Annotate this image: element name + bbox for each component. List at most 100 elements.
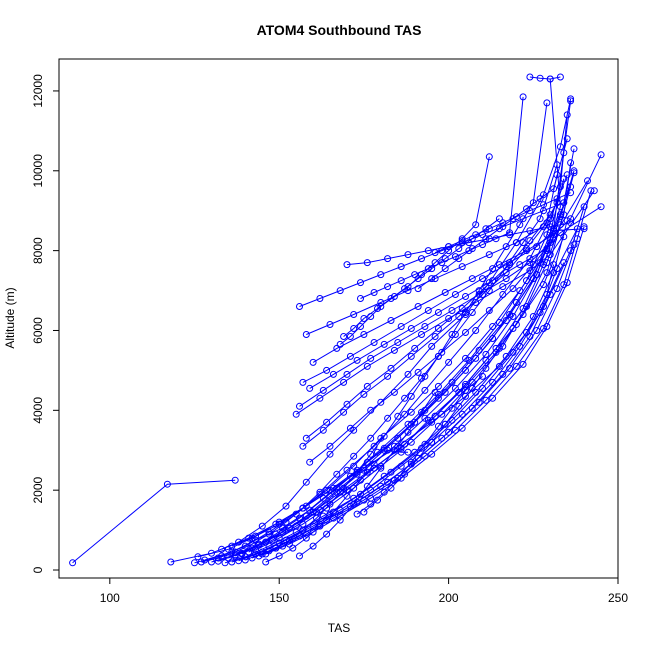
data-point	[414, 285, 422, 293]
data-point	[556, 183, 564, 191]
data-point	[390, 388, 398, 396]
data-point	[448, 404, 456, 412]
series-41	[296, 388, 439, 560]
data-point	[224, 554, 232, 562]
data-point	[584, 177, 591, 185]
x-tick-label: 100	[100, 591, 120, 605]
series-34	[340, 215, 503, 340]
data-point	[580, 203, 588, 211]
series-line	[231, 264, 555, 547]
data-point	[472, 299, 480, 306]
data-point	[326, 442, 334, 450]
data-point	[350, 325, 358, 332]
data-point	[218, 545, 226, 553]
data-point	[363, 468, 371, 476]
data-point	[248, 544, 256, 552]
data-point	[495, 261, 503, 269]
data-point	[472, 354, 480, 362]
x-tick-label: 200	[439, 591, 459, 605]
data-point	[570, 145, 578, 153]
data-point	[346, 424, 354, 432]
chart-title: ATOM4 Southbound TAS	[257, 22, 422, 38]
data-point	[536, 195, 544, 203]
data-point	[424, 247, 432, 255]
data-point	[563, 279, 571, 287]
data-point	[550, 269, 558, 277]
data-point	[343, 492, 351, 500]
data-point	[546, 211, 554, 219]
data-point	[272, 544, 280, 552]
data-point	[485, 225, 493, 233]
data-point	[326, 486, 334, 494]
data-point	[387, 317, 395, 324]
data-point	[367, 500, 375, 508]
data-point	[553, 195, 561, 203]
data-point	[302, 502, 310, 510]
data-point	[313, 514, 320, 522]
data-point	[485, 153, 493, 161]
series-line	[299, 180, 588, 407]
series-line	[529, 76, 561, 80]
data-point	[377, 462, 385, 470]
data-point	[543, 259, 551, 267]
data-point	[563, 171, 571, 179]
data-point	[292, 410, 300, 418]
data-point	[340, 408, 348, 416]
series-line	[255, 162, 572, 551]
data-point	[401, 285, 409, 293]
data-point	[390, 446, 398, 454]
data-point	[296, 402, 303, 410]
series-line	[302, 228, 585, 383]
data-point	[475, 398, 483, 406]
data-point	[509, 313, 517, 320]
y-tick-label: 8000	[31, 237, 45, 264]
data-point	[468, 275, 476, 283]
data-point	[357, 295, 364, 302]
data-point	[560, 199, 568, 207]
data-point	[482, 283, 490, 291]
data-point	[421, 440, 429, 448]
data-point	[394, 474, 402, 482]
data-point	[346, 352, 354, 360]
data-point	[336, 340, 344, 348]
data-point	[380, 340, 388, 348]
data-point	[407, 458, 415, 466]
series-44	[197, 161, 561, 566]
data-point	[512, 362, 520, 370]
data-point	[370, 339, 378, 346]
data-point	[468, 245, 476, 253]
data-point	[455, 255, 463, 263]
data-point	[282, 518, 290, 526]
series-line	[360, 96, 524, 299]
data-point	[69, 559, 77, 567]
data-point	[509, 325, 517, 332]
data-point	[597, 151, 605, 159]
data-point	[479, 291, 486, 298]
series-1	[69, 476, 239, 567]
data-point	[451, 253, 459, 261]
data-point	[441, 388, 449, 396]
data-point	[550, 227, 558, 235]
data-point	[418, 255, 425, 263]
data-point	[533, 327, 541, 334]
data-point	[482, 235, 490, 243]
data-point	[414, 275, 422, 283]
data-point	[329, 508, 337, 516]
data-point	[333, 470, 341, 478]
series-42	[262, 446, 412, 566]
data-point	[465, 356, 473, 364]
data-point	[387, 364, 395, 372]
data-point	[397, 462, 405, 470]
data-point	[316, 394, 324, 402]
data-point	[255, 552, 263, 560]
data-point	[407, 352, 415, 360]
data-point	[414, 368, 422, 376]
data-point	[516, 287, 524, 295]
data-point	[472, 327, 480, 334]
data-point	[380, 432, 388, 440]
data-point	[384, 414, 392, 422]
data-point	[208, 558, 215, 566]
data-point	[262, 558, 270, 566]
data-point	[472, 231, 480, 239]
data-point	[390, 346, 398, 354]
